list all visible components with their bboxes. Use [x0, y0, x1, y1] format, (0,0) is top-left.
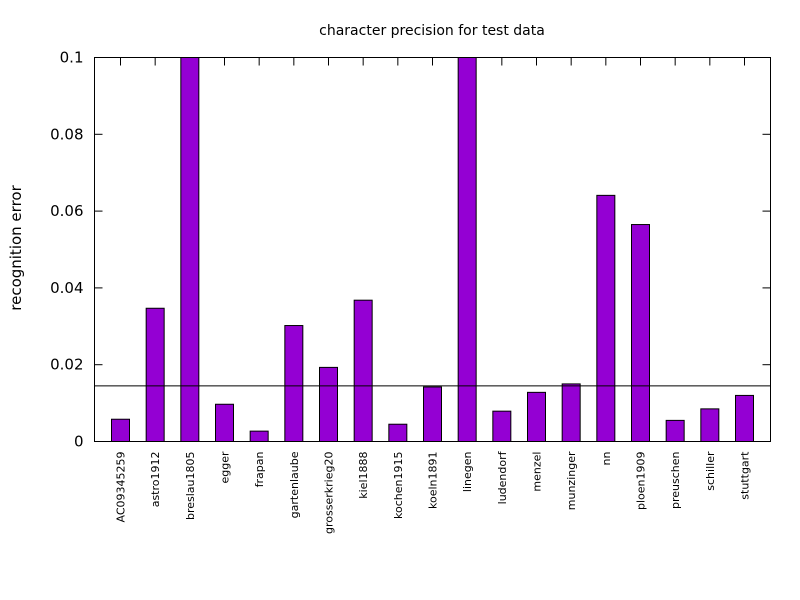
x-tick-label-preuschen: preuschen [669, 451, 682, 509]
x-tick-label-kiel1888: kiel1888 [357, 452, 370, 499]
bar-kiel1888 [353, 299, 373, 442]
x-tick-label-linegen: linegen [461, 451, 474, 492]
y-tick-label: 0.1 [60, 49, 84, 67]
x-tick-label-egger: egger [219, 451, 232, 484]
x-tick-label-menzel: menzel [531, 452, 544, 492]
x-tick-label-AC09345259: AC09345259 [115, 452, 128, 523]
bars [111, 57, 754, 443]
bar-gartenlaube [284, 325, 304, 443]
bar-ploen1909 [631, 224, 650, 442]
bar-astro1912 [145, 307, 165, 443]
bar-nn [596, 194, 616, 442]
bar-koeln1891 [423, 386, 442, 442]
x-tick-labels: AC09345259 astro1912 breslau1805 egger frapa… [115, 450, 752, 534]
bar-ludendorf [492, 410, 512, 443]
bar-preuschen [665, 419, 685, 443]
bar-kochen1915 [388, 423, 408, 443]
x-tick-label-gartenlaube: gartenlaube [288, 451, 301, 518]
bar-menzel [527, 391, 546, 442]
x-tick-label-koeln1891: koeln1891 [427, 452, 440, 510]
y-tick-label: 0.08 [50, 125, 83, 143]
bar-grosserkrieg20 [319, 366, 338, 442]
y-axis-label: recognition error [7, 184, 25, 310]
x-tick-label-ludendorf: ludendorf [496, 450, 509, 504]
x-tick-label-schiller: schiller [704, 451, 717, 491]
x-tick-label-ploen1909: ploen1909 [635, 452, 648, 511]
bar-linegen [457, 57, 477, 442]
x-tick-label-munzinger: munzinger [565, 451, 578, 510]
x-tick-label-breslau1805: breslau1805 [184, 452, 197, 521]
x-tick-label-grosserkrieg20: grosserkrieg20 [323, 452, 336, 534]
bar-munzinger [561, 383, 581, 442]
bar-schiller [700, 408, 720, 442]
x-tick-label-frapan: frapan [253, 451, 266, 487]
y-tick-label: 0.04 [50, 279, 83, 297]
bar-AC09345259 [111, 418, 130, 442]
x-tick-label-astro1912: astro1912 [149, 452, 162, 508]
chart-title: character precision for test data [319, 23, 545, 39]
y-tick-label: 0.06 [50, 202, 83, 220]
x-tick-label-nn: nn [600, 451, 613, 465]
bar-stuttgart [735, 394, 754, 443]
plot-frame [94, 57, 771, 442]
bar-egger [215, 403, 234, 443]
y-tick-labels: 0 0.02 0.04 0.06 0.08 0.1 [50, 49, 83, 451]
bar-breslau1805 [180, 57, 200, 442]
x-tick-label-stuttgart: stuttgart [739, 451, 752, 500]
y-tick-label: 0 [74, 433, 84, 451]
x-tick-label-kochen1915: kochen1915 [392, 452, 405, 519]
y-tick-label: 0.02 [50, 356, 83, 374]
bar-frapan [249, 430, 269, 442]
